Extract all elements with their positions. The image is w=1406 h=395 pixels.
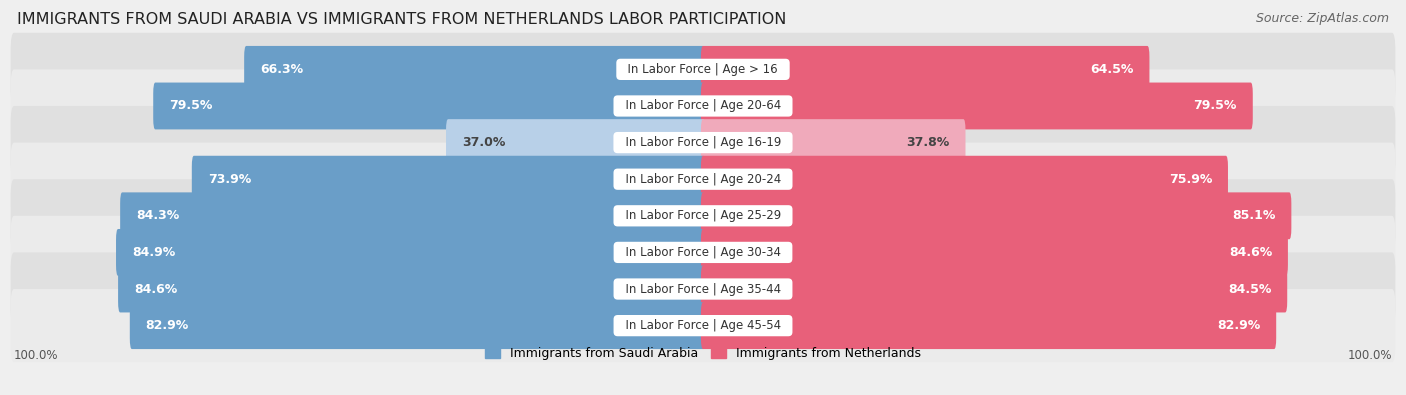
FancyBboxPatch shape (118, 265, 704, 312)
Text: 100.0%: 100.0% (14, 350, 59, 363)
Text: IMMIGRANTS FROM SAUDI ARABIA VS IMMIGRANTS FROM NETHERLANDS LABOR PARTICIPATION: IMMIGRANTS FROM SAUDI ARABIA VS IMMIGRAN… (17, 12, 786, 27)
Text: 85.1%: 85.1% (1232, 209, 1275, 222)
FancyBboxPatch shape (11, 216, 1395, 289)
Text: In Labor Force | Age 20-24: In Labor Force | Age 20-24 (617, 173, 789, 186)
FancyBboxPatch shape (702, 302, 1277, 349)
Text: In Labor Force | Age 45-54: In Labor Force | Age 45-54 (617, 319, 789, 332)
FancyBboxPatch shape (702, 156, 1227, 203)
FancyBboxPatch shape (11, 252, 1395, 325)
Text: 84.6%: 84.6% (1229, 246, 1272, 259)
Text: 79.5%: 79.5% (169, 100, 212, 113)
Text: 64.5%: 64.5% (1090, 63, 1133, 76)
Text: 66.3%: 66.3% (260, 63, 304, 76)
Text: 84.9%: 84.9% (132, 246, 176, 259)
Text: In Labor Force | Age 16-19: In Labor Force | Age 16-19 (617, 136, 789, 149)
Text: In Labor Force | Age 35-44: In Labor Force | Age 35-44 (617, 282, 789, 295)
Text: 84.3%: 84.3% (136, 209, 179, 222)
FancyBboxPatch shape (702, 119, 966, 166)
Text: 37.8%: 37.8% (907, 136, 949, 149)
FancyBboxPatch shape (446, 119, 704, 166)
Text: In Labor Force | Age 25-29: In Labor Force | Age 25-29 (617, 209, 789, 222)
Text: 82.9%: 82.9% (146, 319, 188, 332)
FancyBboxPatch shape (11, 179, 1395, 252)
FancyBboxPatch shape (11, 289, 1395, 362)
FancyBboxPatch shape (117, 229, 704, 276)
FancyBboxPatch shape (153, 83, 704, 130)
FancyBboxPatch shape (129, 302, 704, 349)
Text: Source: ZipAtlas.com: Source: ZipAtlas.com (1256, 12, 1389, 25)
Text: 73.9%: 73.9% (208, 173, 250, 186)
FancyBboxPatch shape (702, 229, 1288, 276)
Text: 100.0%: 100.0% (1347, 350, 1392, 363)
FancyBboxPatch shape (191, 156, 704, 203)
Text: 84.5%: 84.5% (1227, 282, 1271, 295)
FancyBboxPatch shape (11, 143, 1395, 216)
Text: In Labor Force | Age 30-34: In Labor Force | Age 30-34 (617, 246, 789, 259)
FancyBboxPatch shape (11, 70, 1395, 143)
FancyBboxPatch shape (11, 33, 1395, 106)
Text: In Labor Force | Age 20-64: In Labor Force | Age 20-64 (617, 100, 789, 113)
FancyBboxPatch shape (702, 83, 1253, 130)
FancyBboxPatch shape (245, 46, 704, 93)
FancyBboxPatch shape (120, 192, 704, 239)
Text: 82.9%: 82.9% (1218, 319, 1260, 332)
Text: 79.5%: 79.5% (1194, 100, 1237, 113)
Text: 75.9%: 75.9% (1168, 173, 1212, 186)
FancyBboxPatch shape (702, 192, 1291, 239)
Text: 37.0%: 37.0% (461, 136, 505, 149)
Text: 84.6%: 84.6% (134, 282, 177, 295)
FancyBboxPatch shape (702, 265, 1288, 312)
FancyBboxPatch shape (702, 46, 1150, 93)
Legend: Immigrants from Saudi Arabia, Immigrants from Netherlands: Immigrants from Saudi Arabia, Immigrants… (479, 342, 927, 365)
FancyBboxPatch shape (11, 106, 1395, 179)
Text: In Labor Force | Age > 16: In Labor Force | Age > 16 (620, 63, 786, 76)
